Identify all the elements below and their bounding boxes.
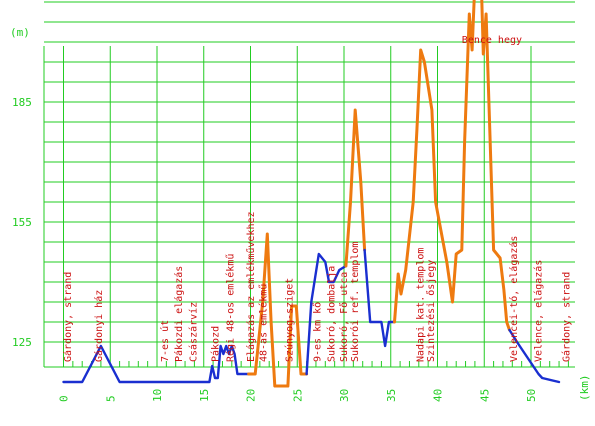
waypoint-label: Szintezési ősjegy (425, 260, 437, 362)
x-tick-label: 15 (198, 389, 211, 402)
waypoint-label: Velence, elágazás (532, 260, 544, 362)
waypoint-label: Császárvíz (187, 302, 199, 362)
x-tick-label: 40 (432, 389, 445, 402)
y-tick-label: 125 (12, 336, 32, 349)
paved-segment (363, 248, 396, 348)
unpaved-segment (344, 108, 367, 268)
y-tick-label: 185 (12, 96, 32, 109)
waypoint-label: Pákozd (210, 326, 222, 362)
waypoint-label: Elágazás az emlékművekhez (245, 211, 257, 362)
grid-lines (43, 1, 575, 368)
waypoint-label: Pákozdi elágazás (173, 266, 185, 362)
waypoint-label: Régi 48-os emlékmű (225, 254, 237, 362)
waypoint-label: Sukoró, dombalja (326, 266, 338, 362)
unpaved-segment (393, 0, 511, 332)
y-axis-label: (m) (10, 26, 30, 39)
x-tick-label: 50 (525, 389, 538, 402)
x-axis-ticks: 0 5 10 15 20 25 30 35 40 45 50 (58, 389, 539, 402)
paved-segment (305, 252, 348, 376)
peak-label: Bence hegy (462, 35, 522, 46)
x-tick-label: 45 (478, 389, 491, 402)
x-axis-label: (km) (578, 375, 591, 402)
waypoint-label: Nadapi kat. templom (416, 248, 427, 362)
waypoint-label: 7-es út (159, 320, 171, 362)
x-tick-label: 10 (151, 389, 164, 402)
waypoint-labels: Gárdony, strand Gárdonyi ház 7-es út Pákozd… (62, 211, 572, 362)
paved-segment (508, 328, 561, 384)
x-tick-label: 20 (245, 389, 258, 402)
elevation-series (62, 0, 561, 388)
waypoint-label: Gárdony, strand (560, 272, 572, 362)
waypoint-label: Gárdonyi ház (93, 290, 105, 362)
y-axis-ticks: 125155185215235 (12, 96, 32, 349)
waypoint-label: Velencei-tó, elágazás (508, 236, 520, 362)
waypoint-label: Szúnyog-sziget (284, 278, 296, 362)
x-tick-label: 5 (104, 395, 117, 402)
waypoint-label: 9-es km kő (312, 302, 324, 362)
waypoint-label: Sukorói ref. templom (349, 242, 361, 362)
x-tick-label: 30 (338, 389, 351, 402)
x-tick-label: 0 (58, 395, 71, 402)
unpaved-segment (247, 232, 309, 388)
waypoint-label: Gárdony, strand (62, 272, 74, 362)
waypoint-label: 48-as emlékmű (257, 284, 269, 362)
y-tick-label: 155 (12, 216, 32, 229)
waypoint-label: Sukoró, Fő utca (338, 272, 350, 362)
x-tick-label: 25 (291, 389, 304, 402)
x-tick-label: 35 (385, 389, 398, 402)
paved-segment (62, 344, 250, 384)
